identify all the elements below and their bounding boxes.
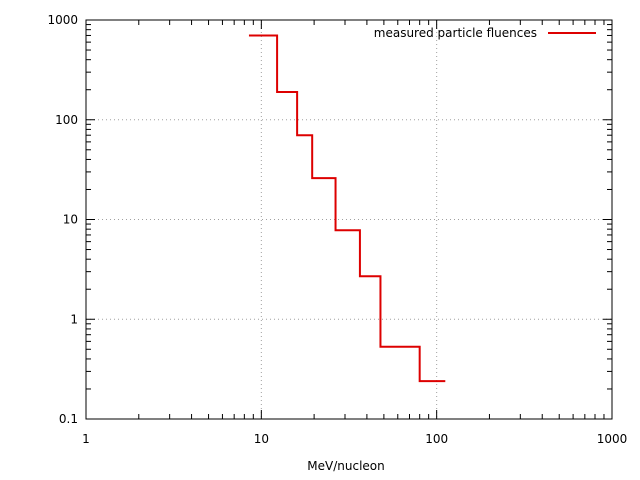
minor-ticks xyxy=(86,20,612,419)
x-axis-title: MeV/nucleon xyxy=(307,459,384,473)
y-tick-label: 1 xyxy=(70,312,78,326)
legend-label: measured particle fluences xyxy=(374,26,537,40)
y-tick-label: 1000 xyxy=(47,13,78,27)
plot-border xyxy=(85,19,613,420)
grid xyxy=(86,20,612,419)
series-layer xyxy=(248,34,446,383)
x-tick-labels: 1 10 100 1000 xyxy=(82,432,627,446)
x-tick-label: 1000 xyxy=(597,432,628,446)
y-tick-label: 100 xyxy=(55,113,78,127)
major-ticks xyxy=(85,19,613,420)
x-tick-label: 10 xyxy=(254,432,269,446)
y-tick-label: 10 xyxy=(63,213,78,227)
series-line xyxy=(248,34,446,383)
x-tick-label: 1 xyxy=(82,432,90,446)
x-tick-label: 100 xyxy=(425,432,448,446)
y-tick-label: 0.1 xyxy=(59,412,78,426)
y-tick-labels: 0.1 1 10 100 1000 xyxy=(47,13,78,426)
legend: measured particle fluences xyxy=(374,26,596,40)
